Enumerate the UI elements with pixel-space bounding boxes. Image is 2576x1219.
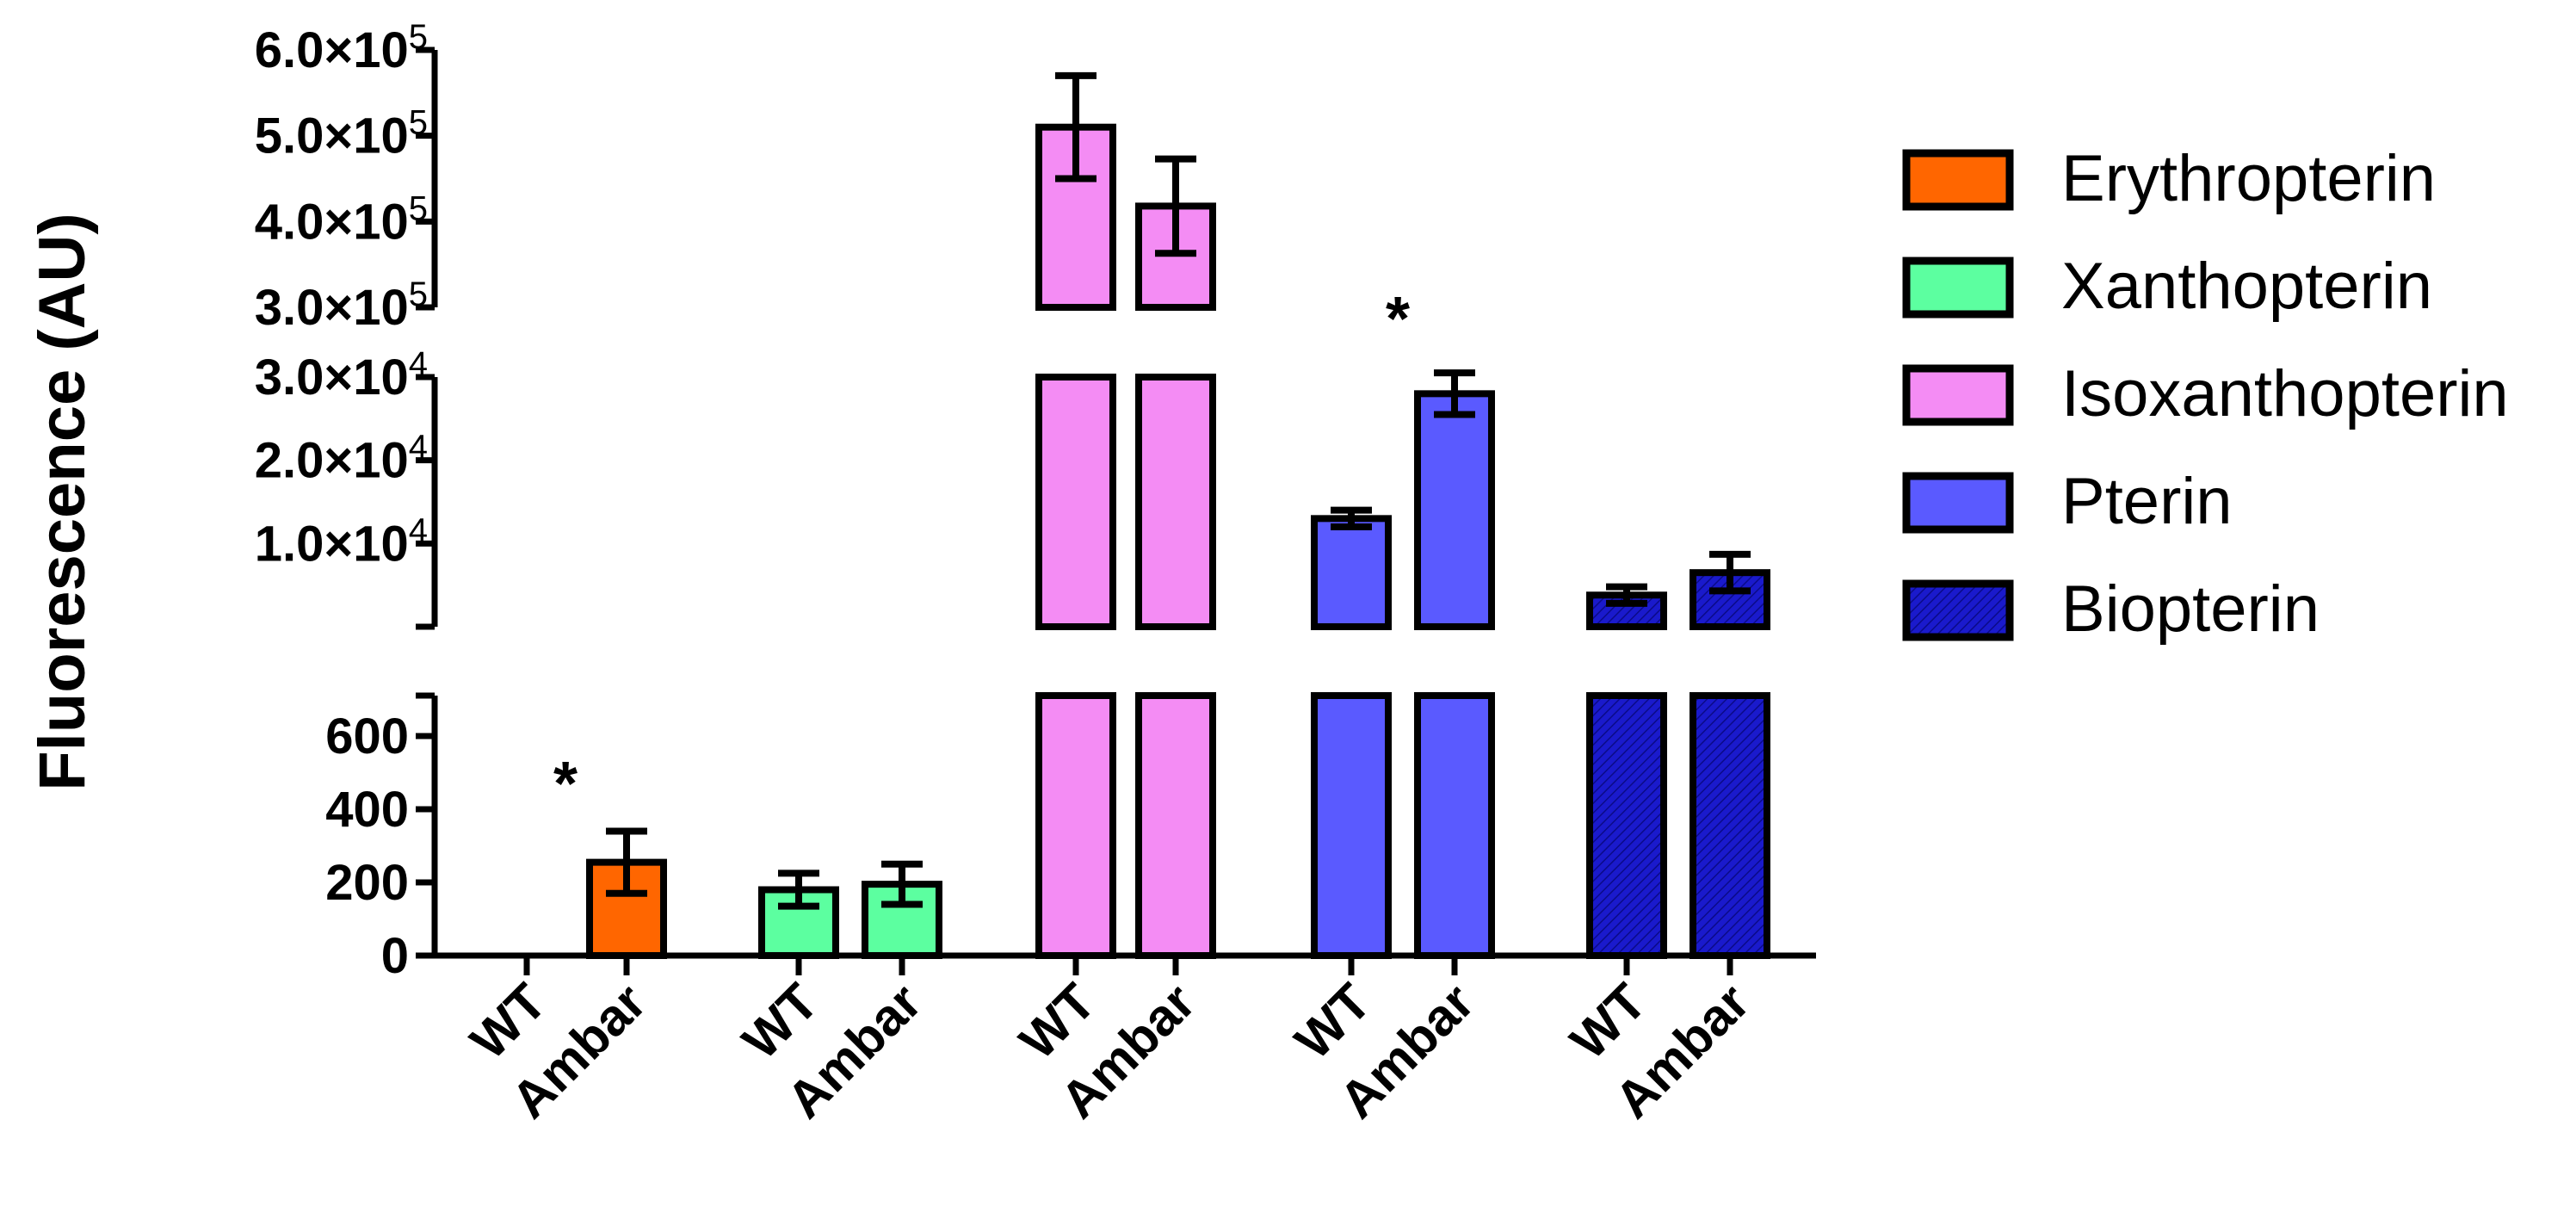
axes-layer — [416, 46, 1816, 975]
legend-label: Xanthopterin — [2061, 250, 2432, 323]
y-tick-label-base: 4.0×10 — [255, 194, 409, 250]
y-tick-label: 200 — [325, 855, 409, 911]
y-tick-label: 400 — [325, 782, 409, 838]
bar — [1586, 692, 1667, 959]
y-tick-label-exponent: 4 — [409, 345, 428, 383]
y-tick-label: 1.0×104 — [255, 511, 428, 572]
bar — [1035, 692, 1116, 959]
legend-swatch — [1902, 472, 2014, 534]
legend: Erythropterin Xanthopterin Isoxanthopterin… — [1902, 142, 2509, 646]
bar — [1690, 692, 1770, 959]
legend-swatch — [1902, 364, 2014, 426]
y-tick-label: 6.0×105 — [255, 18, 428, 78]
bar — [1135, 374, 1216, 630]
bars-layer — [586, 71, 1770, 959]
y-tick-label: 0 — [381, 928, 409, 984]
bar — [1311, 515, 1392, 630]
legend-label: Erythropterin — [2061, 142, 2436, 215]
bar — [1414, 390, 1495, 630]
labels-layer: 02004006001.0×1042.0×1043.0×1043.0×1054.… — [26, 18, 1760, 1129]
bar — [1035, 374, 1116, 630]
y-tick-label-base: 3.0×10 — [255, 350, 409, 405]
y-tick-label-base: 5.0×10 — [255, 108, 409, 164]
legend-label: Biopterin — [2061, 572, 2320, 646]
y-tick-label-exponent: 5 — [409, 104, 428, 142]
y-tick-label: 600 — [325, 709, 409, 764]
y-tick-label: 3.0×105 — [255, 275, 428, 336]
y-tick-label-base: 2.0×10 — [255, 433, 409, 489]
significance-star: * — [553, 750, 578, 819]
bar — [1311, 692, 1392, 959]
y-tick-label-base: 6.0×10 — [255, 22, 409, 78]
y-tick-label-base: 3.0×10 — [255, 280, 409, 336]
y-tick-label: 3.0×104 — [255, 345, 428, 405]
bar — [1414, 692, 1495, 959]
y-tick-label: 4.0×105 — [255, 189, 428, 250]
legend-label: Pterin — [2061, 465, 2233, 538]
y-tick-label-exponent: 5 — [409, 18, 428, 56]
legend-label: Isoxanthopterin — [2061, 357, 2509, 430]
legend-swatch — [1902, 149, 2014, 211]
significance-star: * — [1386, 285, 1410, 354]
y-tick-label-exponent: 4 — [409, 511, 428, 549]
legend-swatch — [1902, 257, 2014, 319]
y-tick-label: 2.0×104 — [255, 429, 428, 489]
bar — [1135, 692, 1216, 959]
y-tick-label-exponent: 5 — [409, 275, 428, 313]
y-tick-label-exponent: 5 — [409, 189, 428, 227]
y-tick-label-exponent: 4 — [409, 429, 428, 467]
y-axis-title: Fluorescence (AU) — [26, 213, 99, 791]
y-tick-label: 5.0×105 — [255, 104, 428, 164]
legend-swatch — [1902, 579, 2014, 641]
y-tick-label-base: 1.0×10 — [255, 516, 409, 572]
